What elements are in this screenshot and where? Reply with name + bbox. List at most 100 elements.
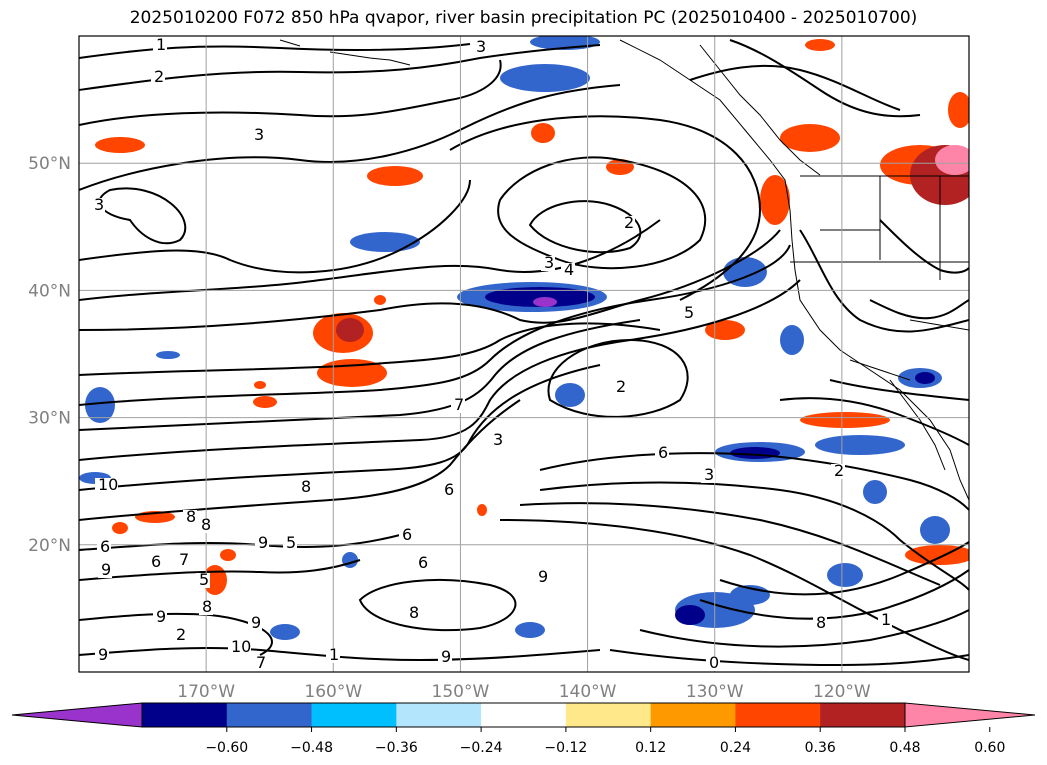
contour-label-bg — [451, 398, 465, 413]
contour-label-bg — [541, 256, 555, 271]
colorbar-segment — [311, 703, 397, 727]
shade-patch — [336, 318, 364, 342]
shade-patch — [805, 39, 835, 51]
shade-patch — [485, 287, 595, 307]
shade-patch — [555, 383, 585, 407]
contour-line — [547, 338, 689, 418]
latitude-labels: 20°N 30°N 40°N 50°N — [28, 154, 71, 556]
shade-patch — [477, 504, 487, 516]
colorbar-tick-label: −0.60 — [205, 740, 248, 756]
colorbar-tick-label: 0.48 — [889, 740, 920, 756]
contour-label: 10 — [231, 637, 251, 656]
longitude-label: 160°W — [304, 682, 362, 702]
longitude-label: 140°W — [559, 682, 617, 702]
contour-label: 5 — [286, 533, 296, 552]
contour-label: 0 — [709, 653, 719, 672]
contour-label-bg — [151, 70, 165, 85]
map-frame — [78, 35, 970, 673]
shade-patch — [374, 295, 386, 305]
contour-label: 6 — [402, 525, 412, 544]
contour-label-bg — [153, 610, 167, 625]
colorbar-tick-label: 0.24 — [720, 740, 751, 756]
contour-label: 5 — [684, 303, 694, 322]
contour-label-bg — [183, 510, 197, 525]
contour-label-bg — [153, 38, 167, 53]
contour-line — [609, 649, 969, 667]
contour-label-bg — [248, 616, 262, 631]
contour-line — [799, 229, 969, 333]
colorbar-tick-label: −0.12 — [544, 740, 587, 756]
contour-line — [79, 559, 361, 581]
contour-line — [79, 179, 471, 274]
contour-label-bg — [326, 648, 340, 663]
shade-patch — [905, 545, 969, 565]
colorbar-tick-label: 0.60 — [974, 740, 1005, 756]
colorbar-tick-label: −0.36 — [375, 740, 418, 756]
contour-label-bg — [198, 518, 212, 533]
contour-line — [528, 200, 642, 254]
shade-patch — [760, 175, 790, 225]
shade-patch — [780, 325, 804, 355]
shade-patch — [350, 232, 420, 252]
shade-patch — [935, 145, 969, 175]
contour-label-bg — [406, 606, 420, 621]
contour-label: 6 — [658, 443, 668, 462]
shade-patch — [112, 522, 128, 534]
contour-label-bg — [98, 563, 112, 578]
shade-patch — [253, 396, 277, 408]
colorbar-tick-label: −0.24 — [460, 740, 503, 756]
contour-label-bg — [176, 553, 190, 568]
contour-label-bg — [399, 528, 413, 543]
contour-label-bg — [441, 483, 455, 498]
coastline-north-america — [699, 44, 821, 176]
contour-label-bg — [95, 648, 109, 663]
latitude-label: 50°N — [28, 154, 71, 174]
longitude-labels: 170°W 160°W 150°W 140°W 130°W 120°W — [177, 682, 871, 702]
colorbar-segment — [226, 703, 313, 727]
contour-label-bg — [91, 198, 105, 213]
contour-label: 2 — [616, 377, 626, 396]
contour-line — [358, 579, 517, 632]
contour-line — [689, 64, 901, 111]
shade-patch — [800, 412, 890, 428]
contour-line — [79, 59, 502, 126]
coastlines — [279, 39, 969, 501]
shade-patch — [342, 552, 358, 568]
state-border — [849, 359, 911, 381]
contour-label: 8 — [201, 515, 211, 534]
contour-label: 9 — [98, 645, 108, 664]
latitude-label: 20°N — [28, 536, 71, 556]
longitude-label: 120°W — [813, 682, 871, 702]
contour-line — [79, 43, 471, 59]
contour-label-bg — [97, 540, 111, 555]
contour-line — [829, 379, 969, 401]
contour-label: 3 — [94, 195, 104, 214]
coastline-alaska — [279, 39, 411, 66]
shade-patch — [780, 124, 840, 152]
colorbar — [11, 702, 1036, 728]
contour-label-bg — [255, 536, 269, 551]
contour-line — [699, 569, 969, 620]
contour-label: 3 — [254, 125, 264, 144]
contour-label: 9 — [538, 567, 548, 586]
colorbar-segment — [142, 703, 228, 727]
contour-label: 8 — [202, 597, 212, 616]
contour-label: 8 — [409, 603, 419, 622]
contour-label: 7 — [256, 653, 266, 672]
contour-line — [499, 519, 969, 661]
colorbar-tick-label: 0.36 — [805, 740, 836, 756]
contour-label: 7 — [179, 550, 189, 569]
contour-line — [79, 322, 661, 376]
contour-label-bg — [831, 464, 845, 479]
contour-label: 8 — [816, 613, 826, 632]
shade-patch — [367, 166, 423, 186]
contour-label: 3 — [476, 37, 486, 56]
gridlines — [79, 36, 969, 672]
colorbar-tick-label: −0.48 — [290, 740, 333, 756]
contour-label-bg — [561, 263, 575, 278]
qvapor-contours — [79, 39, 969, 667]
contour-line — [869, 299, 969, 320]
contour-label-bg — [415, 556, 429, 571]
contour-line — [539, 481, 969, 591]
contour-label-bg — [251, 128, 265, 143]
